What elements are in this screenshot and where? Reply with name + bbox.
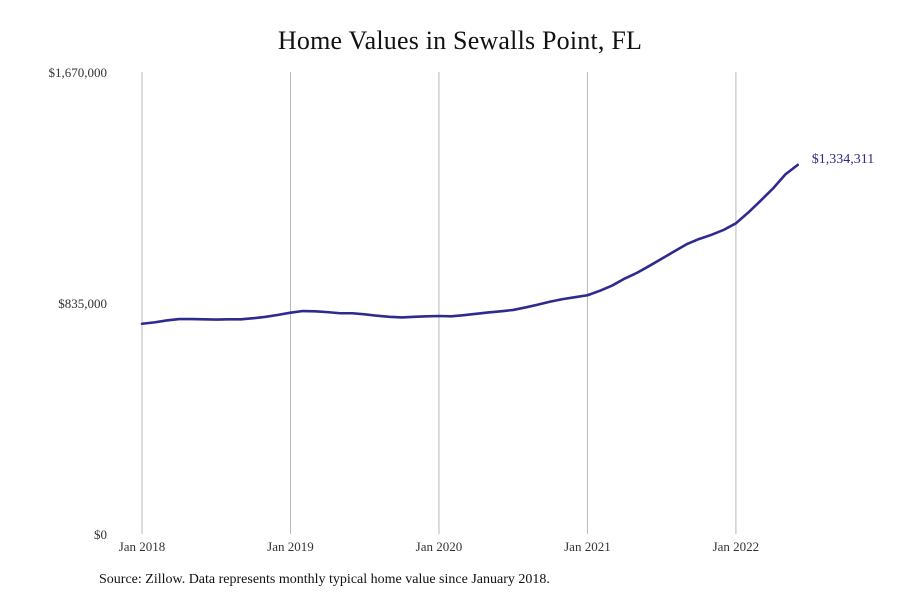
data-point [611,284,614,287]
data-point [215,318,218,321]
data-point [561,298,564,301]
data-point [537,303,540,306]
data-point [697,238,700,241]
data-point [165,319,168,322]
data-point [227,318,230,321]
data-point [796,164,799,167]
data-point [735,222,738,225]
series-line [140,163,800,326]
data-point [190,318,193,321]
data-point [178,318,181,321]
x-tick-label: Jan 2018 [119,539,166,554]
data-point [648,265,651,268]
series-layer: $1,334,311 [140,152,874,326]
data-point [450,315,453,318]
data-point [462,314,465,317]
data-point [264,316,267,319]
data-point [141,322,144,325]
data-point [487,311,490,314]
data-point [524,306,527,309]
data-point [413,316,416,319]
data-point [660,257,663,260]
x-axis-ticks: Jan 2018 Jan 2019 Jan 2020 Jan 2021 Jan 2022 [119,539,759,554]
data-point [376,314,379,317]
data-point [710,234,713,237]
data-point [747,211,750,214]
data-point [363,313,366,316]
data-point [512,309,515,312]
data-point [153,321,156,324]
x-tick-label: Jan 2021 [564,539,611,554]
data-point [277,314,280,317]
data-point [438,315,441,318]
end-value-label: $1,334,311 [812,152,874,167]
data-point [759,199,762,202]
source-note: Source: Zillow. Data represents monthly … [99,572,550,587]
data-point [500,310,503,313]
data-point [314,310,317,313]
y-tick-label: $1,670,000 [49,65,108,80]
x-tick-label: Jan 2022 [713,539,760,554]
y-tick-label: $835,000 [58,296,107,311]
y-axis-ticks: $0 $835,000 $1,670,000 [49,65,108,542]
data-point [203,318,206,321]
data-point [401,316,404,319]
y-tick-label: $0 [94,527,107,542]
gridlines [141,72,737,534]
data-point [772,187,775,190]
chart-title: Home Values in Sewalls Point, FL [277,26,643,55]
data-point [586,294,589,297]
data-point [252,317,255,320]
data-point [339,312,342,315]
data-point [784,173,787,176]
data-point [240,318,243,321]
data-point [388,316,391,319]
data-point [722,229,725,232]
data-point [302,310,305,313]
data-point [685,243,688,246]
data-point [425,315,428,318]
data-point [549,300,552,303]
data-point [574,296,577,299]
data-point [289,311,292,314]
data-point [475,312,478,315]
x-tick-label: Jan 2020 [416,539,463,554]
x-tick-label: Jan 2019 [267,539,314,554]
data-point [326,311,329,314]
data-point [623,277,626,280]
data-point [599,290,602,293]
data-point [351,312,354,315]
data-point [636,272,639,275]
data-point [673,250,676,253]
